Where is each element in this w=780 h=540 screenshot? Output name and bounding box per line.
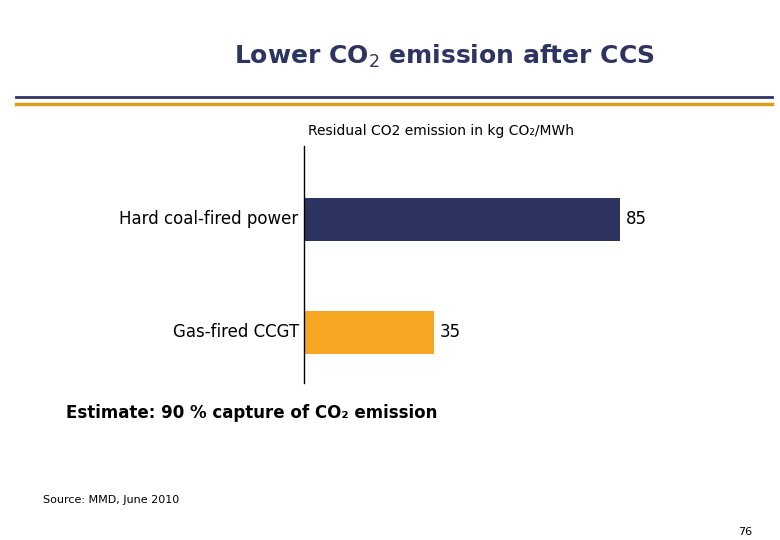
Text: 85: 85 (626, 211, 647, 228)
Text: Lower CO$_2$ emission after CCS: Lower CO$_2$ emission after CCS (234, 43, 655, 70)
Bar (304, 198, 620, 241)
Text: 35: 35 (440, 323, 461, 341)
Text: 76: 76 (739, 526, 753, 537)
Bar (304, 311, 434, 354)
Text: Source: MMD, June 2010: Source: MMD, June 2010 (43, 495, 179, 505)
Text: Estimate: 90 % capture of CO₂ emission: Estimate: 90 % capture of CO₂ emission (66, 404, 438, 422)
Text: Hard coal-fired power: Hard coal-fired power (119, 211, 299, 228)
Text: Residual CO2 emission in kg CO₂/MWh: Residual CO2 emission in kg CO₂/MWh (308, 124, 574, 138)
Text: Gas-fired CCGT: Gas-fired CCGT (172, 323, 299, 341)
